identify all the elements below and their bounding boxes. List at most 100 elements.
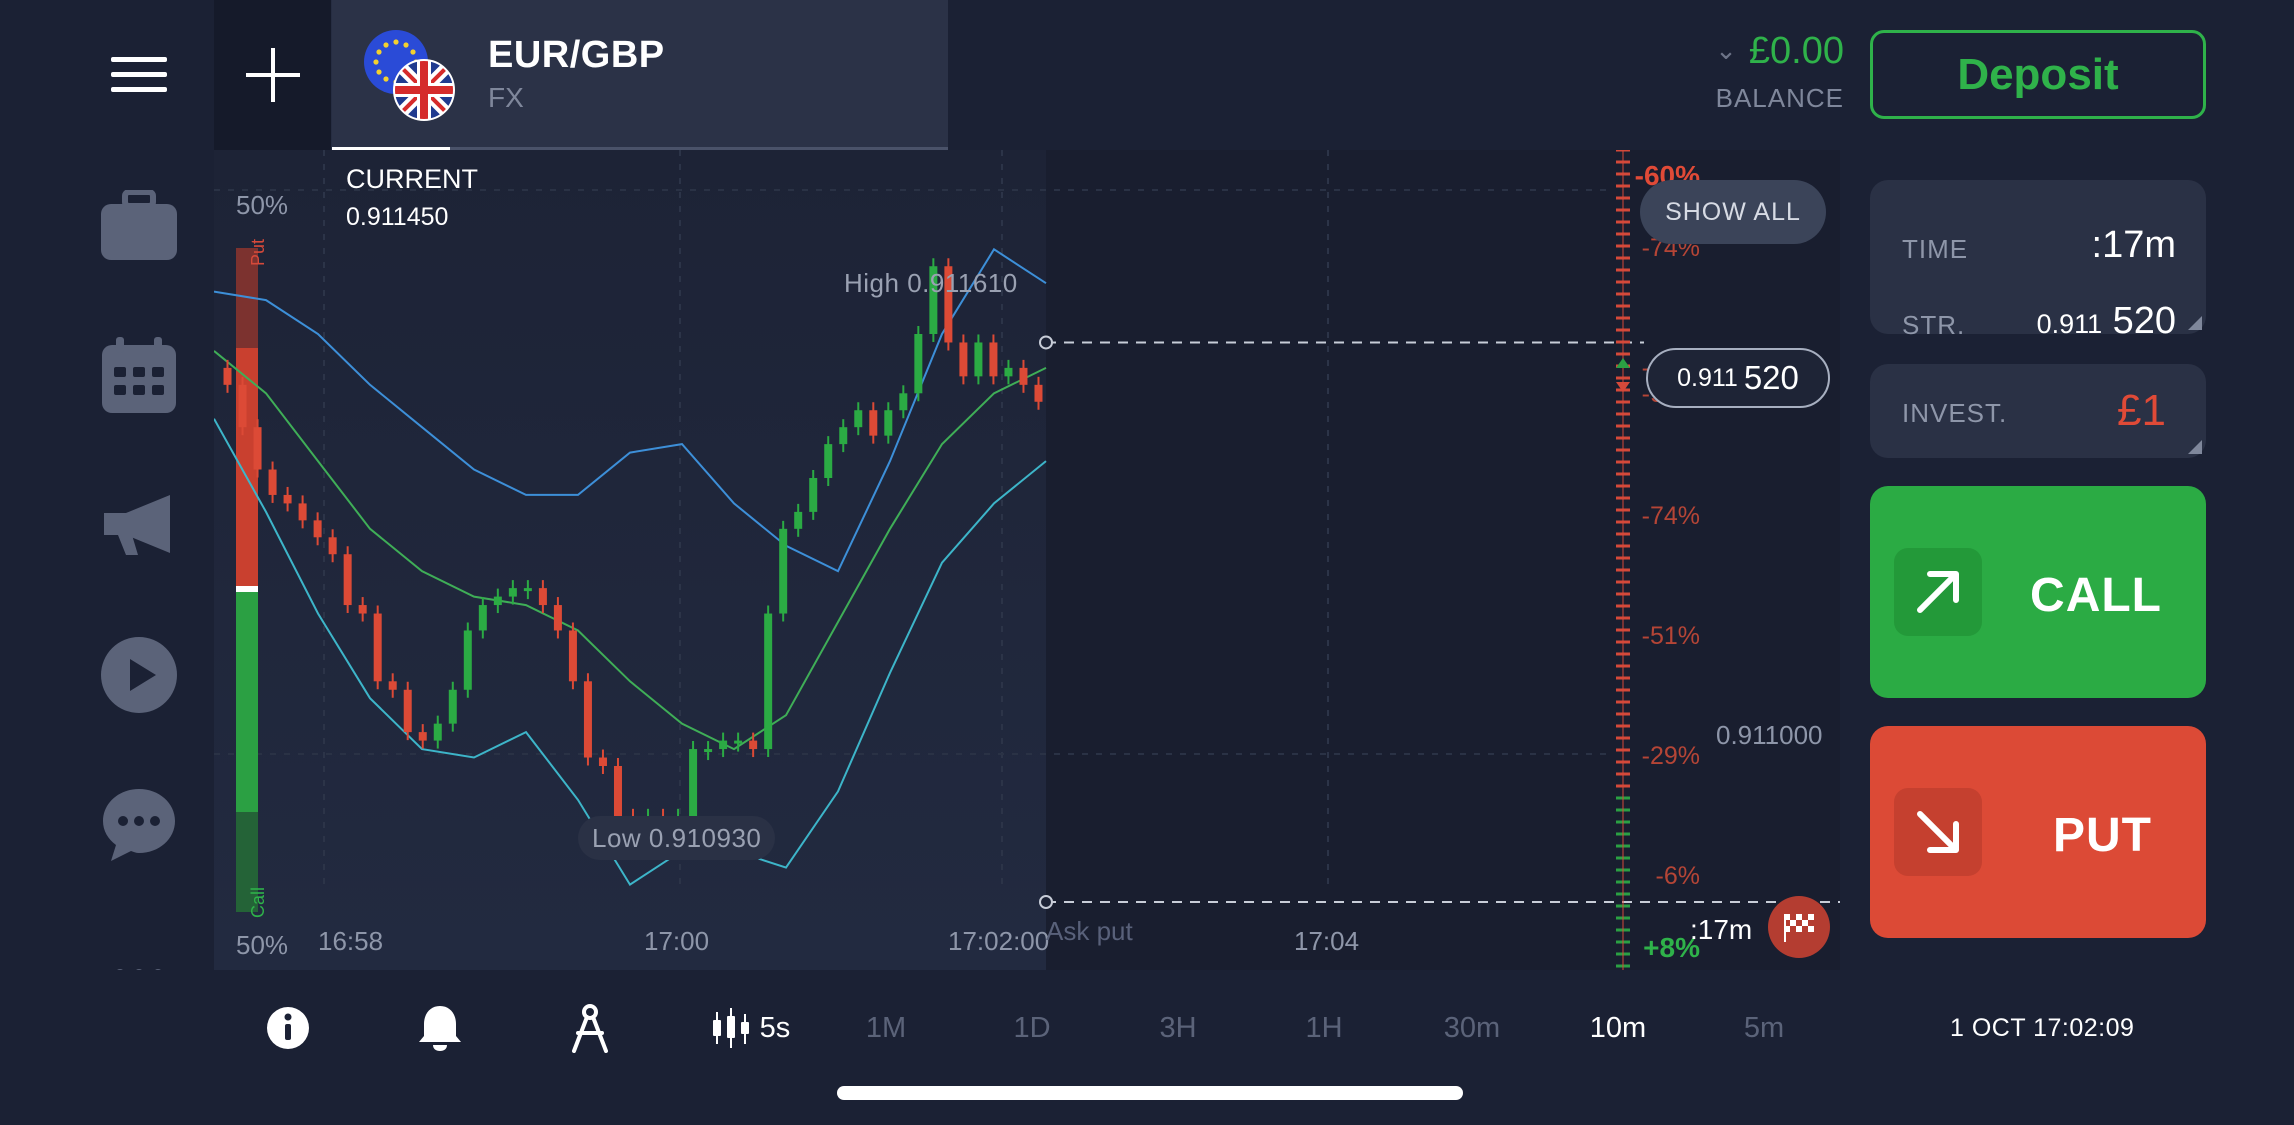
candle bbox=[493, 596, 502, 606]
bottom-bar: 5s 1M 1D 3H 1H 30m 10m 5m 1 OCT 17:02:09 bbox=[0, 970, 2294, 1125]
indicator-line-2 bbox=[214, 418, 1047, 886]
timeframe-5m[interactable]: 5m bbox=[1743, 1011, 1785, 1044]
info-icon[interactable] bbox=[258, 1000, 318, 1056]
timeframe-3H[interactable]: 3H bbox=[1159, 1011, 1197, 1044]
timeframe-1D[interactable]: 1D bbox=[1013, 1011, 1051, 1044]
invest-value: £1 bbox=[2117, 386, 2166, 435]
home-indicator bbox=[837, 1086, 1463, 1100]
candle bbox=[343, 554, 352, 606]
candle bbox=[598, 757, 607, 766]
candle bbox=[959, 342, 968, 377]
candle bbox=[463, 630, 472, 690]
asset-name: EUR/GBP bbox=[488, 34, 665, 76]
price-chart bbox=[214, 150, 1840, 970]
put-sentiment-label: Put bbox=[248, 238, 268, 266]
payout-label: -6% bbox=[1655, 862, 1700, 890]
high-label: High 0.911610 bbox=[844, 268, 1018, 298]
candle bbox=[839, 427, 848, 445]
bell-icon[interactable] bbox=[408, 1000, 472, 1056]
candle-interval-value: 5s bbox=[759, 1011, 791, 1044]
current-datetime: 1 OCT 17:02:09 bbox=[1950, 1013, 2135, 1042]
play-icon[interactable] bbox=[98, 634, 180, 716]
chart-area[interactable]: CURRENT 0.911450 50% 50% Put Call High 0… bbox=[214, 150, 1840, 970]
payout-label: -51% bbox=[1641, 622, 1700, 650]
time-tick: 16:58 bbox=[318, 926, 384, 956]
ask-put-label: Ask put bbox=[1046, 916, 1133, 946]
corner-icon bbox=[2188, 316, 2202, 330]
candle bbox=[719, 740, 728, 750]
indicator-line-0 bbox=[214, 247, 1047, 573]
balance[interactable]: ⌄ £0.00 BALANCE bbox=[1715, 30, 1844, 114]
time-value: :17m bbox=[2091, 224, 2176, 266]
timeframe-10m[interactable]: 10m bbox=[1589, 1011, 1647, 1044]
candle bbox=[523, 588, 532, 592]
candle bbox=[373, 613, 382, 682]
megaphone-icon[interactable] bbox=[98, 484, 180, 566]
candle bbox=[538, 588, 547, 606]
payout-arrow-down bbox=[1616, 382, 1630, 392]
drawing-tools-icon[interactable] bbox=[560, 1000, 620, 1056]
strike-price-marker[interactable]: 0.911 520 bbox=[1646, 348, 1830, 408]
candle-interval-selector[interactable]: 5s bbox=[696, 1000, 806, 1056]
call-button[interactable]: CALL bbox=[1870, 486, 2206, 698]
finish-flag-icon[interactable] bbox=[1768, 896, 1830, 958]
candle bbox=[824, 444, 833, 478]
candle bbox=[283, 494, 292, 504]
timeframe-1H[interactable]: 1H bbox=[1305, 1011, 1343, 1044]
expiry-dot bbox=[1039, 895, 1053, 909]
sidebar bbox=[0, 0, 214, 1125]
timeframe-30m[interactable]: 30m bbox=[1443, 1011, 1501, 1044]
timeframe-1M[interactable]: 1M bbox=[865, 1011, 907, 1044]
show-all-button[interactable]: SHOW ALL bbox=[1640, 180, 1826, 244]
asset-type: FX bbox=[488, 82, 524, 113]
candle bbox=[854, 410, 863, 428]
candle bbox=[418, 732, 427, 741]
put-button[interactable]: PUT bbox=[1870, 726, 2206, 938]
candle bbox=[1004, 367, 1013, 377]
candle bbox=[884, 410, 893, 436]
strike-label: STR. bbox=[1902, 310, 1966, 340]
candle bbox=[238, 384, 247, 428]
menu-icon[interactable] bbox=[98, 34, 180, 116]
strike-small-value: 0.911 bbox=[2036, 309, 2103, 339]
chevron-down-icon: ⌄ bbox=[1715, 35, 1737, 65]
deposit-button[interactable]: Deposit bbox=[1870, 30, 2206, 119]
time-label: TIME bbox=[1902, 234, 1969, 264]
strike-big-value: 520 bbox=[2112, 300, 2176, 342]
candle bbox=[989, 342, 998, 377]
arrow-down-right-icon bbox=[1894, 788, 1982, 876]
eu-gb-flags-icon bbox=[364, 30, 455, 121]
candle bbox=[944, 266, 953, 343]
time-tick: 17:04 bbox=[1294, 926, 1360, 956]
calendar-icon[interactable] bbox=[98, 334, 180, 416]
asset-tab[interactable]: EUR/GBP FX bbox=[332, 0, 948, 150]
indicator-line-1 bbox=[214, 350, 1047, 751]
add-asset-button[interactable] bbox=[214, 0, 332, 150]
candle bbox=[869, 410, 878, 436]
portfolio-icon[interactable] bbox=[98, 184, 180, 266]
candle bbox=[613, 766, 622, 817]
candle bbox=[1034, 384, 1043, 402]
candle bbox=[779, 528, 788, 614]
current-price-box: CURRENT 0.911450 bbox=[346, 164, 478, 232]
strike-big: 520 bbox=[1743, 359, 1799, 396]
candle bbox=[433, 723, 442, 741]
invest-field[interactable]: INVEST. £1 bbox=[1870, 364, 2206, 458]
time-strike-field[interactable]: TIME :17m STR. 0.911 520 bbox=[1870, 180, 2206, 342]
time-tick: 17:00 bbox=[644, 926, 710, 956]
chat-icon[interactable] bbox=[98, 784, 180, 866]
expiry-label: :17m bbox=[1690, 914, 1753, 945]
payout-label: -29% bbox=[1641, 742, 1700, 770]
candle bbox=[749, 740, 758, 750]
call-percentage: 50% bbox=[236, 930, 289, 960]
candle bbox=[704, 749, 713, 753]
put-label: PUT bbox=[2053, 809, 2152, 862]
candle bbox=[478, 605, 487, 631]
candle bbox=[929, 266, 938, 334]
sentiment-divider bbox=[236, 586, 258, 592]
candle bbox=[448, 689, 457, 724]
balance-amount: £0.00 bbox=[1748, 30, 1844, 72]
candle bbox=[809, 478, 818, 512]
candle bbox=[689, 749, 698, 817]
